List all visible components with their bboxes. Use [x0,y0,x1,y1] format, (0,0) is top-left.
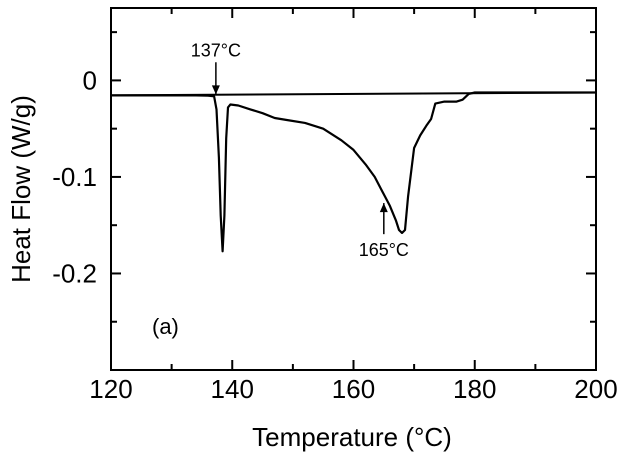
x-tick-label: 140 [211,374,254,404]
annotation-label: 165°C [359,240,409,260]
axis-tick-labels: 120 140 160 180 200 0 -0.1 -0.2 [52,65,618,404]
heat-flow-curve [111,91,596,253]
x-tick-label: 200 [574,374,617,404]
y-axis-title: Heat Flow (W/g) [6,95,36,283]
y-tick-label: -0.2 [52,258,97,288]
panel-label: (a) [152,314,179,339]
y-tick-label: -0.1 [52,162,97,192]
x-axis-title: Temperature (°C) [252,422,452,452]
annotations: 137°C 165°C [191,40,409,260]
y-tick-label: 0 [83,65,97,95]
axis-ticks [110,8,597,370]
annotation-label: 137°C [191,40,241,60]
annotation-arrowhead [211,85,220,95]
x-tick-label: 160 [332,374,375,404]
x-tick-label: 180 [453,374,496,404]
plot-frame [110,7,597,371]
x-tick-label: 120 [89,374,132,404]
annotation-arrowhead [379,203,388,213]
